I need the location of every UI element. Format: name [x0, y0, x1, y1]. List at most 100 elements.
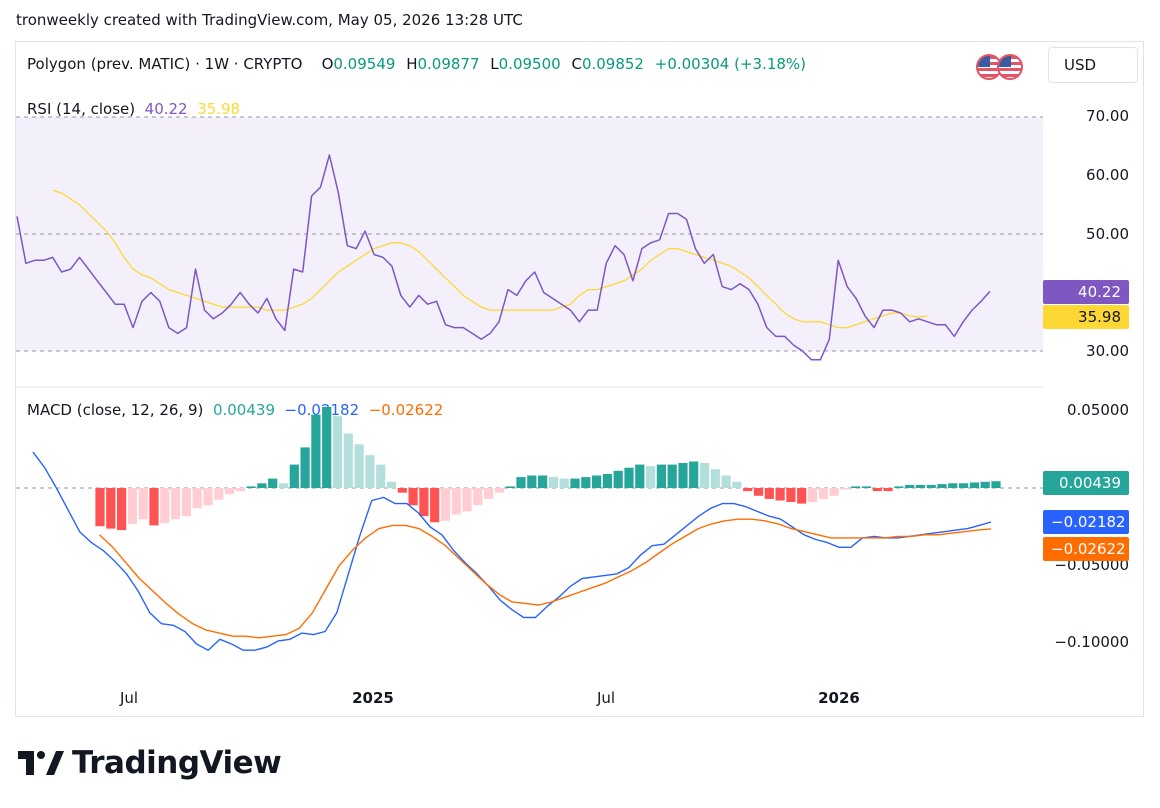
rsi-axis-70: 70.00: [1086, 107, 1129, 125]
macd-legend: MACD (close, 12, 26, 9) 0.00439 −0.02182…: [27, 401, 443, 419]
macd-histogram-bar: [829, 488, 839, 496]
macd-histogram-bar: [678, 463, 688, 488]
macd-histogram-bar: [559, 478, 569, 488]
symbol-legend: Polygon (prev. MATIC) · 1W · CRYPTO O 0.0…: [27, 55, 812, 73]
x-tick-label: 2026: [818, 689, 860, 707]
us-flag-icon[interactable]: [997, 54, 1023, 80]
macd-histogram-bar: [192, 488, 202, 509]
macd-histogram-bar: [743, 488, 753, 492]
macd-histogram-bar: [494, 488, 504, 493]
high-value: 0.09877: [417, 55, 480, 73]
macd-histogram-bar: [581, 477, 591, 488]
macd-histogram-bar: [753, 488, 764, 496]
rsi-legend: RSI (14, close) 40.22 35.98: [27, 100, 240, 118]
macd-histogram-bar: [451, 488, 461, 515]
macd-hist-value: 0.00439: [212, 401, 275, 419]
macd-histogram-bar: [959, 483, 969, 488]
macd-histogram-bar: [570, 478, 580, 488]
macd-histogram-bar: [840, 488, 850, 490]
macd-histogram-bar: [905, 484, 915, 488]
macd-histogram-bar: [937, 484, 947, 488]
macd-histogram-bar: [181, 488, 191, 517]
macd-histogram-bar: [721, 475, 731, 488]
macd-hist-badge: 0.00439: [1043, 471, 1129, 495]
macd-histogram-bar: [991, 481, 1001, 488]
macd-histogram-bar: [797, 488, 807, 504]
open-label: O: [321, 55, 334, 73]
macd-histogram-bar: [948, 483, 958, 488]
rsi-ma-value: 35.98: [197, 100, 241, 118]
x-tick-label: Jul: [119, 689, 139, 707]
macd-histogram-bar: [969, 482, 979, 488]
macd-line-badge: −0.02182: [1043, 510, 1129, 534]
currency-selector[interactable]: USD: [1048, 47, 1138, 83]
macd-histogram-bar: [386, 481, 397, 488]
macd-histogram-bar: [635, 464, 645, 488]
macd-axis-005: 0.05000: [1066, 401, 1129, 419]
macd-histogram-bar: [646, 466, 656, 488]
macd-histogram-bar: [710, 469, 720, 488]
macd-histogram-bar: [397, 488, 407, 493]
macd-axis-neg010: −0.10000: [1054, 633, 1129, 651]
chart-caption: tronweekly created with TradingView.com,…: [16, 11, 523, 29]
macd-histogram-bar: [343, 433, 353, 488]
macd-histogram-bar: [667, 464, 677, 488]
macd-histogram-bar: [613, 470, 623, 488]
macd-histogram-bar: [656, 464, 666, 488]
macd-histogram-bar: [95, 488, 105, 527]
macd-histogram-bar: [257, 483, 267, 488]
brand-name: TradingView: [72, 745, 282, 781]
symbol-name[interactable]: Polygon (prev. MATIC) · 1W · CRYPTO: [27, 55, 303, 73]
macd-histogram-bar: [732, 481, 742, 488]
rsi-badge: 40.22: [1043, 280, 1129, 304]
macd-histogram-bar: [915, 484, 925, 488]
macd-histogram-bar: [851, 486, 861, 488]
macd-histogram-bar: [505, 486, 515, 488]
macd-histogram-bar: [268, 478, 278, 488]
close-label: C: [571, 55, 582, 73]
macd-histogram-bar: [127, 488, 137, 524]
macd-histogram-bar: [484, 488, 494, 499]
rsi-title[interactable]: RSI (14, close): [27, 100, 136, 118]
macd-histogram-bar: [592, 475, 602, 488]
macd-histogram-bar: [872, 488, 882, 492]
rsi-axis-30: 30.00: [1086, 342, 1129, 360]
x-tick-label: Jul: [596, 689, 616, 707]
rsi-line: [16, 154, 991, 361]
macd-histogram-bar: [980, 481, 990, 488]
macd-histogram-bar: [160, 488, 170, 524]
macd-histogram-bar: [138, 488, 148, 520]
macd-histogram-bar: [376, 464, 386, 488]
x-tick-label: 2025: [352, 689, 394, 707]
macd-histogram-bar: [214, 488, 224, 500]
macd-histogram-bar: [624, 467, 634, 488]
macd-histogram-bar: [926, 484, 936, 488]
tradingview-brand[interactable]: TradingView: [18, 745, 282, 781]
macd-histogram-bar: [818, 488, 828, 499]
chart-frame: [15, 41, 1144, 717]
macd-histogram-bar: [311, 414, 321, 488]
macd-title[interactable]: MACD (close, 12, 26, 9): [27, 401, 204, 419]
macd-histogram-bar: [225, 488, 235, 495]
macd-histogram-bar: [171, 488, 181, 520]
macd-histogram-bar: [354, 444, 364, 488]
macd-histogram-bar: [149, 488, 159, 526]
macd-histogram-bar: [246, 486, 256, 488]
currency-label: USD: [1064, 56, 1097, 74]
macd-histogram-bar: [106, 488, 116, 529]
macd-histogram-bar: [883, 488, 893, 492]
macd-histogram-bar: [430, 488, 440, 523]
macd-histogram-bar: [861, 486, 872, 488]
macd-histogram-bar: [462, 488, 472, 512]
macd-histogram-bar: [332, 416, 343, 488]
macd-line-value: −0.02182: [284, 401, 360, 419]
macd-histogram-bar: [527, 475, 537, 488]
macd-histogram-bar: [516, 477, 526, 488]
macd-histogram-bar: [689, 461, 699, 488]
macd-histogram-bar: [894, 486, 904, 488]
rsi-axis-50: 50.00: [1086, 225, 1129, 243]
low-label: L: [490, 55, 499, 73]
macd-histogram-bar: [538, 475, 548, 488]
macd-histogram-bar: [117, 488, 127, 531]
